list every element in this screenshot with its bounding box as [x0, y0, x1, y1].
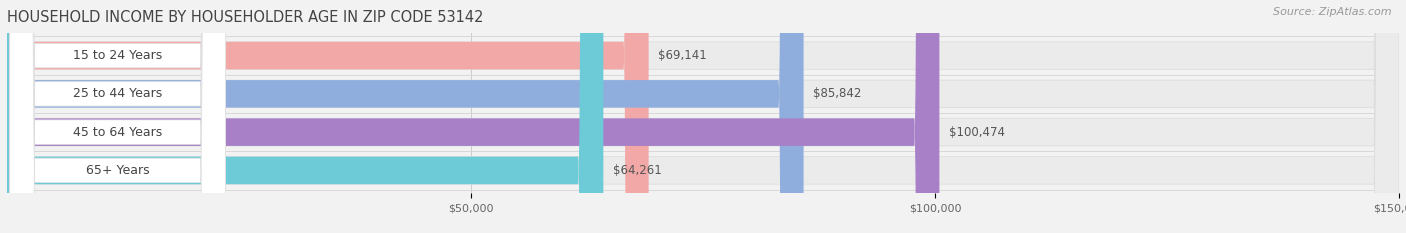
- Text: HOUSEHOLD INCOME BY HOUSEHOLDER AGE IN ZIP CODE 53142: HOUSEHOLD INCOME BY HOUSEHOLDER AGE IN Z…: [7, 10, 484, 24]
- Text: 45 to 64 Years: 45 to 64 Years: [73, 126, 162, 139]
- Text: $100,474: $100,474: [949, 126, 1005, 139]
- FancyBboxPatch shape: [7, 0, 1399, 233]
- Text: Source: ZipAtlas.com: Source: ZipAtlas.com: [1274, 7, 1392, 17]
- FancyBboxPatch shape: [7, 0, 603, 233]
- FancyBboxPatch shape: [7, 0, 648, 233]
- Text: $69,141: $69,141: [658, 49, 707, 62]
- FancyBboxPatch shape: [7, 0, 1399, 233]
- Text: $64,261: $64,261: [613, 164, 662, 177]
- FancyBboxPatch shape: [10, 0, 225, 233]
- Text: 25 to 44 Years: 25 to 44 Years: [73, 87, 162, 100]
- Text: $85,842: $85,842: [813, 87, 862, 100]
- FancyBboxPatch shape: [10, 0, 225, 233]
- FancyBboxPatch shape: [7, 0, 939, 233]
- FancyBboxPatch shape: [10, 0, 225, 233]
- FancyBboxPatch shape: [7, 0, 804, 233]
- Text: 65+ Years: 65+ Years: [86, 164, 149, 177]
- FancyBboxPatch shape: [7, 0, 1399, 233]
- FancyBboxPatch shape: [7, 0, 1399, 233]
- FancyBboxPatch shape: [10, 0, 225, 233]
- Text: 15 to 24 Years: 15 to 24 Years: [73, 49, 162, 62]
